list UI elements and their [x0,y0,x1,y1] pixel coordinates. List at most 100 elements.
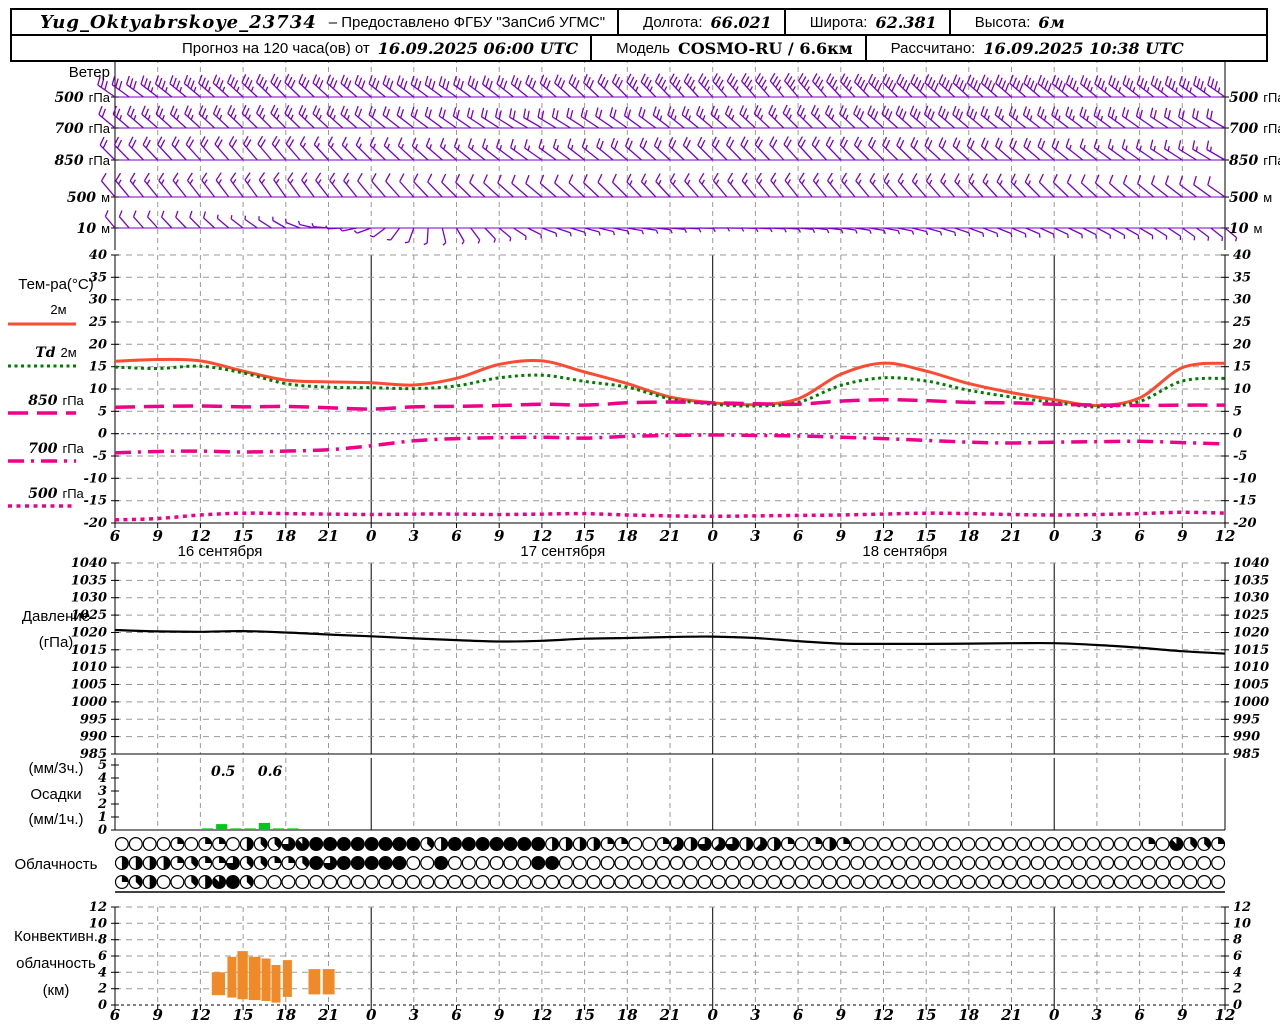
svg-text:17 сентября: 17 сентября [520,543,605,560]
wind-level-label-500m-right: 500 м [1229,190,1273,206]
svg-text:12: 12 [89,900,107,915]
svg-text:2: 2 [97,982,107,997]
svg-text:6: 6 [451,527,462,545]
header-row-forecast: Прогноз на 120 часа(ов) от 16.09.2025 06… [12,36,1266,60]
svg-text:20: 20 [88,337,107,352]
legend-700hpa-label: 700 гПа [28,441,84,457]
legend-850hpa-line [8,411,76,415]
svg-text:1035: 1035 [1233,573,1269,588]
svg-text:0.5: 0.5 [211,764,235,780]
cloudiness-panel [114,836,1226,893]
svg-text:25: 25 [1232,315,1251,330]
svg-text:12: 12 [190,527,211,545]
pressure-line [114,628,1226,655]
svg-text:4: 4 [1233,965,1242,980]
precip-unit-1h: (мм/1ч.) [28,811,84,828]
legend-500hpa-line [8,504,76,508]
svg-text:1010: 1010 [1233,660,1269,675]
svg-text:15: 15 [89,360,107,375]
svg-text:-10: -10 [1233,471,1257,486]
wind-panel-title: Ветер [68,64,110,81]
svg-text:15: 15 [916,527,937,545]
temp-series-Td 2м [114,364,1226,409]
svg-text:12: 12 [190,1006,211,1024]
svg-text:0.6: 0.6 [258,764,283,780]
svg-text:12: 12 [1215,527,1236,545]
legend-850hpa-label: 850 гПа [28,393,84,409]
header-separator [617,10,620,34]
svg-text:1035: 1035 [71,573,107,588]
wind-row-4 [104,210,1238,246]
svg-text:10: 10 [1233,916,1251,931]
svg-text:0: 0 [98,998,107,1013]
cloud-row-1 [114,855,1226,870]
svg-text:8: 8 [98,933,107,948]
precip-unit-3h: (мм/3ч.) [28,760,84,777]
cloud-row-2 [114,874,1226,889]
svg-text:15: 15 [916,1006,937,1024]
svg-text:9: 9 [1177,527,1188,545]
svg-text:21: 21 [659,527,681,545]
svg-text:1020: 1020 [1233,626,1269,641]
header: Yug_Oktyabrskoye_23734 – Предоставлено Ф… [10,8,1268,62]
svg-text:1: 1 [98,810,107,825]
longitude-label: Долгота: [643,13,703,31]
svg-text:18: 18 [275,527,296,545]
svg-text:6: 6 [110,527,121,545]
svg-text:1030: 1030 [71,591,107,606]
svg-text:1000: 1000 [1233,695,1269,710]
svg-text:6: 6 [451,1006,462,1024]
svg-text:12: 12 [1215,1006,1236,1024]
svg-text:9: 9 [152,527,163,545]
svg-text:18: 18 [617,1006,638,1024]
svg-text:0: 0 [1233,427,1242,442]
wind-row-0 [97,72,1229,98]
convective-panel-title-1: Конвективн. [14,928,98,945]
svg-text:9: 9 [836,1006,847,1024]
svg-text:-20: -20 [1233,516,1257,531]
svg-text:0: 0 [366,1006,377,1024]
svg-text:12: 12 [531,1006,552,1024]
temperature-panel-title: Тем-ра(°C) [18,276,94,293]
svg-text:1030: 1030 [1233,591,1269,606]
calculated-time: 16.09.2025 10:38 UTC [983,38,1184,58]
svg-text:16 сентября: 16 сентября [178,543,263,560]
altitude-value: 6м [1038,12,1065,32]
svg-text:21: 21 [317,1006,339,1024]
altitude-label: Высота: [974,13,1031,31]
wind-barbs-panel [97,58,1238,250]
cloud-row-0 [114,836,1226,851]
precip-panel-title: Осадки [30,786,82,803]
header-separator [864,36,867,60]
svg-text:1025: 1025 [1233,608,1269,623]
svg-text:15: 15 [1233,360,1251,375]
svg-text:-10: -10 [84,471,108,486]
svg-text:12: 12 [1233,900,1251,915]
svg-text:3: 3 [1092,527,1102,545]
svg-text:9: 9 [494,1006,505,1024]
temp-series-2м [114,357,1226,408]
svg-text:3: 3 [98,784,107,799]
svg-text:9: 9 [1177,1006,1188,1024]
svg-text:3: 3 [409,1006,419,1024]
svg-text:1020: 1020 [71,626,107,641]
svg-text:4: 4 [98,965,107,980]
header-separator [948,10,951,34]
svg-text:0: 0 [1049,1006,1060,1024]
svg-text:6: 6 [110,1006,121,1024]
header-separator [590,36,593,60]
svg-text:-20: -20 [84,516,108,531]
svg-text:30: 30 [1233,293,1251,308]
svg-text:18: 18 [617,527,638,545]
legend-td2m-line [8,364,76,368]
svg-text:30: 30 [89,293,107,308]
svg-text:-5: -5 [1233,449,1247,464]
wind-row-2 [99,135,1229,161]
svg-text:1040: 1040 [71,556,107,571]
svg-text:2: 2 [97,797,107,812]
svg-text:6: 6 [1134,1006,1145,1024]
svg-text:990: 990 [1233,730,1260,745]
